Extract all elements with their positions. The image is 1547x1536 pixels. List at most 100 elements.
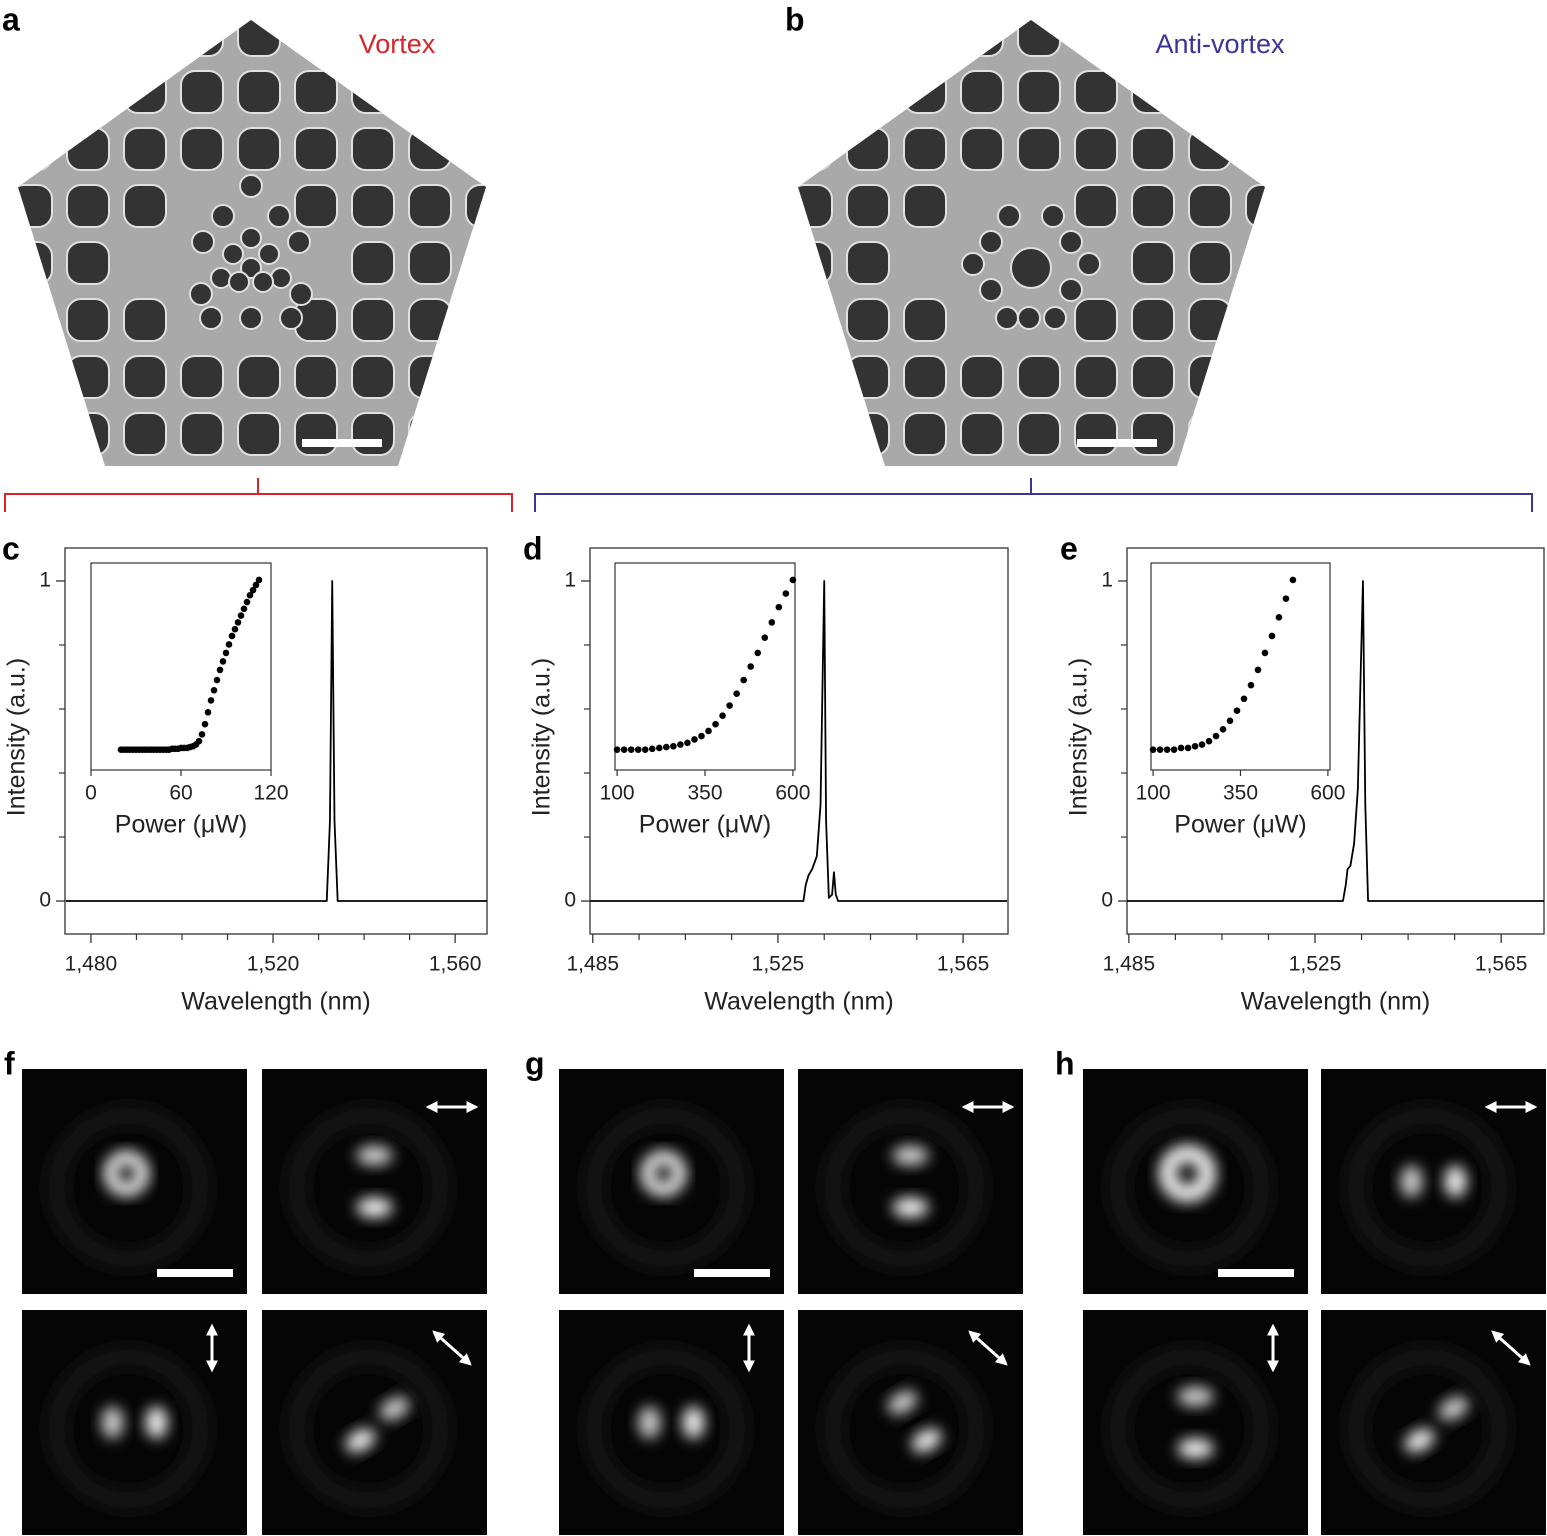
sem-hole xyxy=(1131,412,1175,456)
sem-hole xyxy=(1131,355,1175,399)
sem-hole xyxy=(18,355,53,399)
sem-hole xyxy=(66,127,110,171)
mode-lobe xyxy=(379,1396,410,1421)
mode-donut xyxy=(1158,1144,1217,1203)
inset-point xyxy=(222,649,230,657)
inset-point xyxy=(213,676,221,684)
sem-hole xyxy=(351,241,395,285)
sem-hole xyxy=(123,20,167,57)
plot-frame xyxy=(589,547,1009,935)
mode-lobe xyxy=(892,1145,929,1166)
inset-point xyxy=(207,697,215,704)
sem-hole xyxy=(351,184,395,228)
inset-point xyxy=(1282,595,1290,602)
sem-hole xyxy=(903,355,947,399)
inset-point xyxy=(252,581,260,589)
mode-ring xyxy=(1350,1110,1505,1265)
sem-hole xyxy=(903,412,947,456)
sem-hole xyxy=(1017,306,1041,330)
sem-hole xyxy=(960,20,1004,57)
sem-hole xyxy=(10,470,52,512)
sem-hole xyxy=(228,271,250,293)
inset-point xyxy=(1184,744,1192,752)
mode-ring xyxy=(827,1110,982,1265)
sem-hole xyxy=(191,230,215,254)
sem-hole xyxy=(294,127,338,171)
sem-hole xyxy=(408,241,452,285)
mode-images xyxy=(22,1069,1546,1535)
x-tick-label: 1,525 xyxy=(1289,953,1342,976)
inset-point xyxy=(1163,746,1171,753)
inset-point xyxy=(249,586,257,594)
sem-image xyxy=(10,20,508,512)
mode-ring xyxy=(51,1351,206,1506)
y-tick-label: 0 xyxy=(1101,889,1113,912)
inset-point xyxy=(719,712,726,720)
inset-point xyxy=(1247,681,1255,689)
inset-x-tick-label: 60 xyxy=(169,782,192,805)
scale-bar xyxy=(694,1269,770,1277)
sem-hole xyxy=(270,267,292,289)
sem-hole xyxy=(199,306,223,330)
y-axis-label: Intensity (a.u.) xyxy=(528,658,556,816)
sem-hole xyxy=(222,243,244,265)
inset-point xyxy=(1156,746,1164,753)
sem-hole xyxy=(979,278,1003,302)
panel-label: d xyxy=(523,530,543,566)
sem-hole xyxy=(1017,412,1061,456)
inset-point xyxy=(1219,725,1227,733)
sem-hole xyxy=(294,20,338,57)
inset-point xyxy=(754,649,762,657)
mode-image xyxy=(1321,1310,1546,1535)
sem-hole xyxy=(903,70,947,114)
sem-hole xyxy=(123,127,167,171)
sem-hole xyxy=(123,412,167,456)
sem-hole xyxy=(1074,20,1118,57)
sem-hole xyxy=(409,470,451,512)
polarizer-arrow xyxy=(1491,1330,1531,1366)
sem-hole xyxy=(960,355,1004,399)
sem-hole xyxy=(979,230,1003,254)
sem-hole xyxy=(18,298,53,342)
sem-hole xyxy=(903,184,947,228)
sem-hole xyxy=(1245,127,1265,171)
inset-point xyxy=(240,605,248,613)
y-tick-label: 1 xyxy=(1101,569,1113,592)
sem-hole xyxy=(1075,470,1117,512)
inset-point xyxy=(670,742,677,750)
sem-hole xyxy=(1131,241,1175,285)
sem-hole xyxy=(279,306,303,330)
inset-point xyxy=(1254,666,1262,674)
sem-hole xyxy=(1132,470,1174,512)
panel-label: a xyxy=(2,1,20,37)
sem-title: Vortex xyxy=(359,29,436,59)
sem-hole xyxy=(408,184,452,228)
spectrum-line xyxy=(65,580,487,902)
sem-hole xyxy=(66,70,110,114)
sem-hole xyxy=(466,470,508,512)
chart: 1,480 1,520 1,560 0 1 Wavelength (nm) Intensit… xyxy=(3,547,488,1016)
y-tick-label: 0 xyxy=(564,889,576,912)
inset-x-tick-label: 350 xyxy=(687,782,722,805)
inset-x-tick-label: 0 xyxy=(85,782,97,805)
sem-hole xyxy=(1131,298,1175,342)
x-tick-label: 1,565 xyxy=(937,953,990,976)
sem-hole xyxy=(252,271,274,293)
sem-hole xyxy=(846,20,890,57)
sem-hole xyxy=(903,127,947,171)
inset-point xyxy=(641,746,649,753)
sem-hole xyxy=(1010,247,1052,289)
sem-hole xyxy=(465,355,486,399)
sem-hole xyxy=(1017,355,1061,399)
inset-point xyxy=(684,739,691,747)
y-axis-label: Intensity (a.u.) xyxy=(3,658,31,816)
inset-point xyxy=(210,686,218,694)
inset-point xyxy=(613,746,621,753)
sem-hole xyxy=(181,470,223,512)
x-tick-label: 1,485 xyxy=(566,953,619,976)
inset-point xyxy=(705,727,712,735)
panel-label: b xyxy=(785,1,805,37)
mode-ring xyxy=(588,1351,743,1506)
mode-lobe xyxy=(101,1406,124,1439)
sem-hole xyxy=(180,127,224,171)
